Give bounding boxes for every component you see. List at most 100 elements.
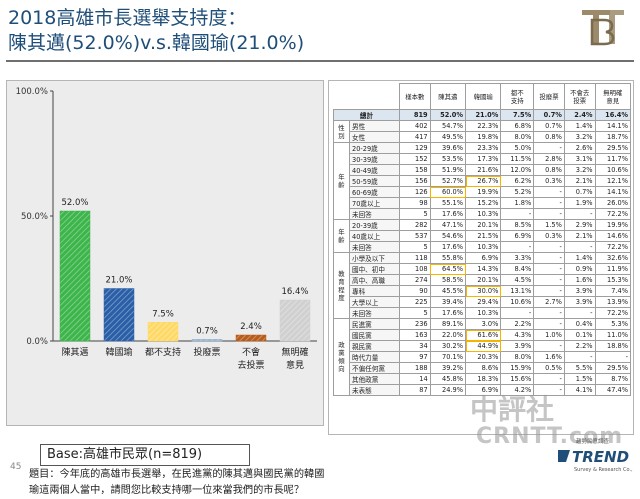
- table-cell: 1.5%: [533, 219, 565, 231]
- table-cell: 6.8%: [500, 120, 535, 132]
- table-cell: 5.0%: [500, 142, 535, 154]
- survey-question: 題目：今年底的高雄市長選舉，在民進黨的陳其邁與國民黨的韓國瑜這兩個人當中，請問您…: [29, 469, 325, 496]
- row-label: 國中、初中: [349, 263, 400, 275]
- table-cell: 4.5%: [500, 274, 535, 286]
- table-cell: 29.5%: [594, 142, 632, 154]
- table-row: 國中、初中 108 64.5% 14.3% 8.4% -0.9% 11.9%: [334, 263, 632, 275]
- table-row: 40歲以上 537 54.6% 21.5% 6.9% 0.3% 2.1% 14.6%: [334, 230, 632, 242]
- table-cell: -: [533, 263, 565, 275]
- table-cell: 19.9%: [594, 219, 632, 231]
- table-row: 政黨傾向民進黨 236 89.1% 3.0% 2.2% -0.4% 5.3%: [333, 318, 632, 396]
- table-cell: 3.2%: [563, 164, 596, 176]
- table-cell: 90: [399, 285, 431, 297]
- table-cell: 8.0%: [500, 351, 535, 363]
- table-cell: 5.3%: [594, 318, 632, 330]
- row-label: 未回答: [349, 307, 400, 319]
- crosstab-table: 樣本數 陳其邁 韓國瑜 都不 支持 投廢票 不會去 投票 無明確 意見 總計 819 52.0% 21.0…: [333, 83, 632, 396]
- bar-value-label: 2.4%: [240, 322, 262, 332]
- table-cell: 3.1%: [563, 153, 596, 165]
- table-cell: 29.4%: [464, 296, 502, 308]
- table-cell: -: [533, 373, 565, 385]
- row-label: 大學以上: [349, 296, 400, 308]
- table-cell: 26.0%: [594, 197, 632, 209]
- table-cell: 1.5%: [563, 373, 596, 385]
- table-cell: 158: [399, 164, 431, 176]
- row-label: 40歲以上: [349, 230, 400, 242]
- base-note: Base:高雄市民眾(n=819): [40, 444, 250, 466]
- table-cell: 0.7%: [533, 120, 565, 132]
- x-category-label: 都不支持: [145, 346, 181, 358]
- table-cell: 4.3%: [500, 329, 535, 341]
- table-cell: 10.3%: [464, 208, 502, 220]
- table-cell: 8.5%: [500, 219, 535, 231]
- row-label: 不偏任何黨: [349, 362, 400, 374]
- row-label: 30-39歲: [349, 153, 400, 165]
- table-cell: 163: [399, 329, 431, 341]
- table-row: 時代力量 97 70.1% 20.3% 8.0% 1.6% - -: [334, 351, 632, 363]
- table-cell: 1.8%: [500, 197, 535, 209]
- table-cell: 15.6%: [500, 373, 535, 385]
- table-cell: 8.0%: [500, 131, 535, 143]
- table-cell: 98: [399, 197, 431, 209]
- table-cell: 10.6%: [594, 164, 632, 176]
- trend-logo: TREND Survey & Research Co., Ltd.: [558, 448, 634, 473]
- table-cell: 21.5%: [464, 230, 502, 242]
- table-cell: 18.8%: [594, 340, 632, 352]
- table-cell: 14.1%: [594, 186, 632, 198]
- table-cell: 54.7%: [429, 120, 467, 132]
- table-header-row: 樣本數 陳其邁 韓國瑜 都不 支持 投廢票 不會去 投票 無明確 意見: [334, 83, 632, 110]
- table-cell: 18.7%: [594, 131, 632, 143]
- table-cell: 5.5%: [563, 362, 596, 374]
- table-cell: 52.7%: [429, 175, 467, 187]
- y-tick-label: 50.0%: [21, 212, 48, 222]
- table-cell: 2.7%: [533, 296, 565, 308]
- title-line-1: 2018高雄市長選舉支持度：: [8, 7, 247, 29]
- table-cell: 4.2%: [500, 384, 535, 396]
- column-header: 無明確 意見: [594, 83, 632, 110]
- table-cell: 72.2%: [594, 307, 632, 319]
- column-header: 不會去 投票: [563, 83, 596, 110]
- table-cell: 6.9%: [464, 252, 502, 264]
- table-cell: 12.1%: [594, 175, 632, 187]
- table-cell: 20.3%: [464, 351, 502, 363]
- table-cell: 118: [399, 252, 431, 264]
- table-row: 親民黨 34 30.2% 44.9% 3.9% -2.2% 18.8%: [334, 340, 632, 352]
- table-cell: 126: [399, 186, 431, 198]
- table-cell: 4.1%: [563, 384, 596, 396]
- table-cell: -: [533, 241, 565, 253]
- table-cell: 225: [399, 296, 431, 308]
- table-cell: 0.7%: [563, 186, 596, 198]
- table-cell: 2.2%: [500, 318, 535, 330]
- table-cell: -: [500, 307, 535, 319]
- table-cell: 23.3%: [464, 142, 502, 154]
- table-cell: -: [563, 208, 596, 220]
- table-cell: 2.2%: [563, 340, 596, 352]
- tbt-logo: [582, 10, 624, 46]
- table-cell: 64.5%: [429, 263, 467, 275]
- table-cell: 188: [399, 362, 431, 374]
- table-cell: 819: [399, 109, 431, 121]
- table-cell: 54.6%: [429, 230, 467, 242]
- table-cell: 1.6%: [563, 274, 596, 286]
- table-cell: 1.4%: [563, 252, 596, 264]
- table-cell: 20.1%: [464, 274, 502, 286]
- table-cell: 402: [399, 120, 431, 132]
- table-cell: 5: [399, 241, 431, 253]
- x-category-label: 投廢票: [193, 346, 220, 358]
- bar-value-label: 7.5%: [152, 309, 174, 319]
- table-cell: 5.2%: [500, 186, 535, 198]
- table-row: 性別男性 402 54.7% 22.3% 6.8% 0.7% 1.4% 14.1%: [333, 120, 632, 143]
- table-cell: 45.5%: [429, 285, 467, 297]
- table-cell: 17.6%: [429, 241, 467, 253]
- table-row: 國民黨 163 22.0% 61.6% 4.3% 1.0% 0.1% 11.0%: [334, 329, 632, 341]
- table-cell: 156: [399, 175, 431, 187]
- table-cell: 53.5%: [429, 153, 467, 165]
- row-label: 其他政黨: [349, 373, 400, 385]
- table-cell: 34: [399, 340, 431, 352]
- table-cell: 537: [399, 230, 431, 242]
- table-cell: 0.8%: [533, 131, 565, 143]
- table-cell: 15.3%: [594, 274, 632, 286]
- table-row: 高中、高職 274 58.5% 20.1% 4.5% -1.6% 15.3%: [334, 274, 632, 286]
- table-cell: 10.6%: [500, 296, 535, 308]
- table-cell: 22.3%: [464, 120, 502, 132]
